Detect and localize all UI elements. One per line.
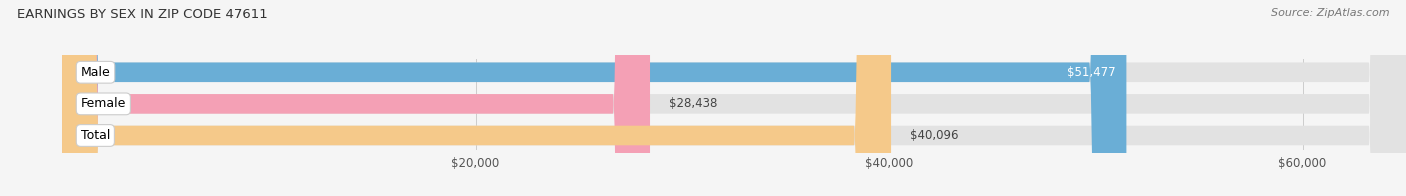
FancyBboxPatch shape	[62, 0, 1406, 196]
Text: $51,477: $51,477	[1067, 66, 1115, 79]
Text: Total: Total	[80, 129, 110, 142]
Text: Source: ZipAtlas.com: Source: ZipAtlas.com	[1271, 8, 1389, 18]
Text: $40,096: $40,096	[910, 129, 957, 142]
FancyBboxPatch shape	[62, 0, 1406, 196]
FancyBboxPatch shape	[62, 0, 650, 196]
FancyBboxPatch shape	[62, 0, 1406, 196]
Text: $28,438: $28,438	[669, 97, 717, 110]
FancyBboxPatch shape	[62, 0, 891, 196]
Text: EARNINGS BY SEX IN ZIP CODE 47611: EARNINGS BY SEX IN ZIP CODE 47611	[17, 8, 267, 21]
FancyBboxPatch shape	[62, 0, 1126, 196]
Text: Male: Male	[80, 66, 111, 79]
Text: Female: Female	[80, 97, 127, 110]
